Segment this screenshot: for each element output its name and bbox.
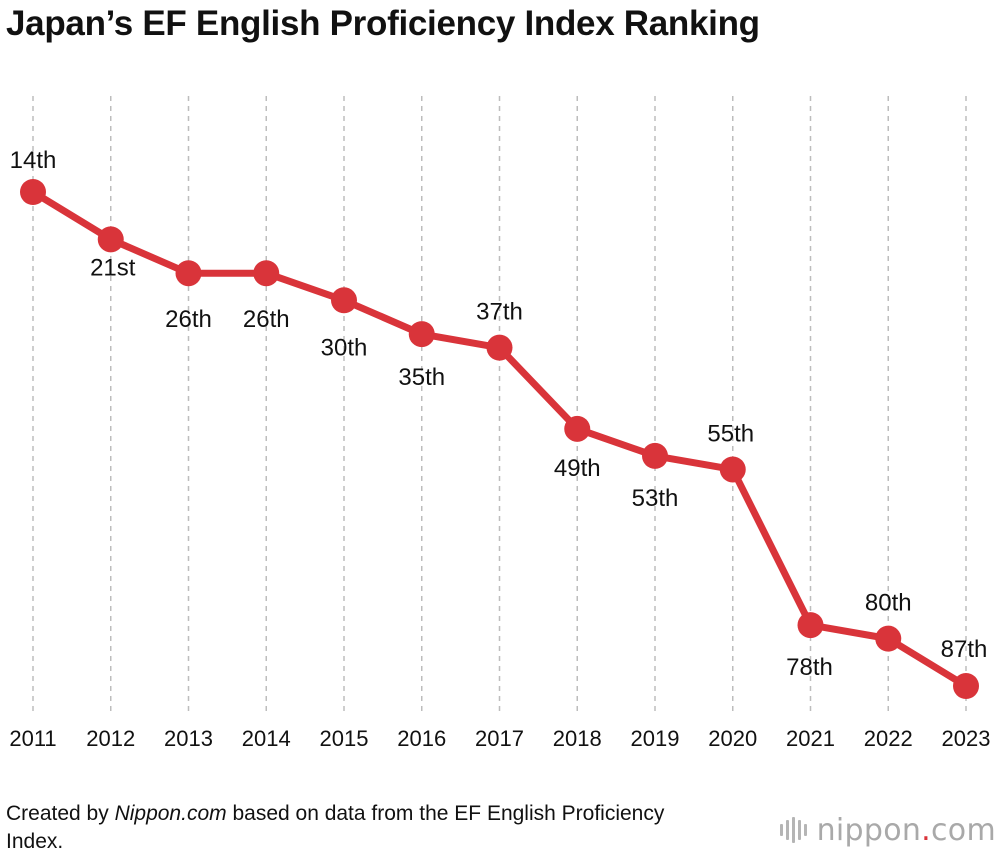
data-label-2012: 21st xyxy=(90,254,136,281)
data-label-2021: 78th xyxy=(786,654,833,681)
source-suffix: based on data from the EF English Profic… xyxy=(6,802,665,853)
data-label-2017: 37th xyxy=(476,299,523,326)
data-point-2012 xyxy=(97,226,124,253)
data-label-2013: 26th xyxy=(165,306,212,333)
x-tick-2013: 2013 xyxy=(164,726,213,751)
chart-title: Japan’s EF English Proficiency Index Ran… xyxy=(6,4,760,43)
x-tick-2018: 2018 xyxy=(553,726,602,751)
data-label-2015: 30th xyxy=(321,334,368,361)
data-point-2013 xyxy=(175,260,202,287)
data-label-2011: 14th xyxy=(10,147,57,174)
data-label-2023: 87th xyxy=(941,636,988,663)
data-point-2015 xyxy=(331,287,357,314)
x-tick-2019: 2019 xyxy=(631,726,680,751)
data-labels: 14th 21st 26th 26th 30th 35th 37th 49th 53th 55th… xyxy=(10,147,988,681)
data-label-2016: 35th xyxy=(398,364,445,391)
data-label-2014: 26th xyxy=(243,306,290,333)
logo-wordmark: nippon.com xyxy=(816,812,996,848)
x-tick-2020: 2020 xyxy=(708,726,757,751)
data-point-2011 xyxy=(20,179,46,205)
logo-bars-icon xyxy=(779,817,807,843)
x-tick-2022: 2022 xyxy=(864,726,913,751)
data-label-2022: 80th xyxy=(865,590,912,617)
data-point-2017 xyxy=(486,334,513,361)
source-prefix: Created by xyxy=(6,802,115,825)
data-point-2022 xyxy=(875,625,902,652)
x-tick-2016: 2016 xyxy=(397,726,446,751)
nippon-logo: nippon.com xyxy=(779,812,996,848)
x-tick-2011: 2011 xyxy=(9,726,56,751)
x-axis-ticks: 2011 2012 2013 2014 2015 2016 2017 2018 2019 2020… xyxy=(9,726,990,751)
data-label-2019: 53th xyxy=(632,485,679,512)
data-label-2020: 55th xyxy=(707,420,754,447)
line-chart: 14th 21st 26th 26th 30th 35th 37th 49th 53th 55th… xyxy=(9,96,990,751)
data-point-2019 xyxy=(642,442,668,469)
x-tick-2014: 2014 xyxy=(242,726,291,751)
data-label-2018: 49th xyxy=(554,455,601,482)
x-tick-2023: 2023 xyxy=(942,726,991,751)
data-point-2016 xyxy=(408,321,435,348)
data-points xyxy=(20,179,979,699)
source-brand: Nippon.com xyxy=(114,802,227,825)
data-point-2014 xyxy=(253,260,280,287)
data-point-2021 xyxy=(797,612,824,639)
x-tick-2012: 2012 xyxy=(86,726,135,751)
data-point-2023 xyxy=(953,673,979,699)
source-note: Created by Nippon.com based on data from… xyxy=(6,800,706,856)
x-tick-2021: 2021 xyxy=(786,726,835,751)
data-point-2018 xyxy=(564,415,591,442)
gridlines xyxy=(32,96,967,712)
x-tick-2015: 2015 xyxy=(320,726,369,751)
x-tick-2017: 2017 xyxy=(475,726,524,751)
data-point-2020 xyxy=(719,456,746,483)
